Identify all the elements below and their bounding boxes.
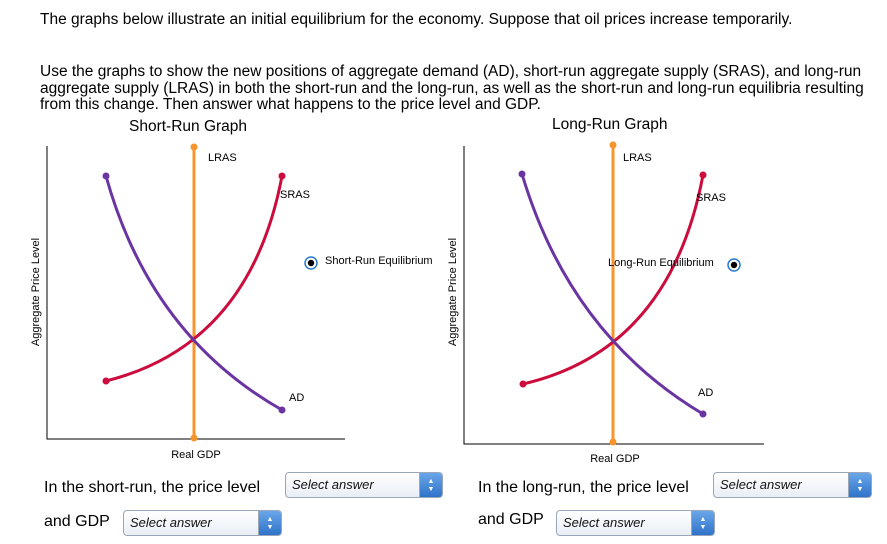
long-run-sras-curve[interactable] (522, 174, 705, 386)
long-run-ad-label: AD (698, 387, 713, 399)
short-run-ad-bottom-handle[interactable] (278, 406, 286, 414)
short-run-ad-label: AD (289, 392, 304, 404)
long-run-x-axis-label: Real GDP (590, 453, 640, 465)
short-run-lras-bottom-handle[interactable] (190, 434, 198, 442)
long-run-equilibrium-tool-label: Long-Run Equilibrium (608, 257, 714, 269)
short-run-equilibrium-tool[interactable]: Short-Run Equilibrium (304, 255, 433, 270)
long-run-gdp-prompt: and GDP (478, 511, 544, 528)
long-run-price-select[interactable]: Select answer ▲ ▼ (713, 472, 872, 498)
short-run-x-axis-label: Real GDP (171, 449, 221, 461)
long-run-ad-curve[interactable] (520, 173, 704, 416)
long-run-price-select-value: Select answer (720, 477, 802, 492)
long-run-ad-bottom-handle[interactable] (699, 410, 707, 418)
long-run-y-axis-label: Aggregate Price Level (447, 238, 459, 346)
long-run-lras-bottom-handle[interactable] (609, 438, 617, 446)
long-run-sras-bottom-handle[interactable] (519, 380, 527, 388)
long-run-axes (463, 146, 764, 445)
short-run-price-select[interactable]: Select answer ▲ ▼ (285, 472, 443, 498)
select-arrows-icon: ▲ ▼ (258, 511, 281, 535)
long-run-lras-top-handle[interactable] (609, 141, 617, 149)
long-run-gdp-select[interactable]: Select answer ▲ ▼ (556, 510, 715, 536)
instructions-text: Use the graphs to show the new positions… (40, 63, 864, 113)
short-run-equilibrium-tool-label: Short-Run Equilibrium (325, 255, 433, 267)
long-run-sras-top-handle[interactable] (699, 171, 707, 179)
short-run-sras-label: SRAS (280, 189, 310, 201)
long-run-ad-top-handle[interactable] (518, 170, 526, 178)
long-run-graph: Aggregate Price Level Real GDP LRAS SRAS… (447, 141, 764, 465)
short-run-price-select-value: Select answer (292, 477, 374, 492)
long-run-lras-label: LRAS (623, 152, 652, 164)
long-run-graph-title: Long-Run Graph (552, 116, 668, 133)
short-run-axes (46, 146, 345, 440)
short-run-gdp-select[interactable]: Select answer ▲ ▼ (123, 510, 282, 536)
short-run-price-prompt: In the short-run, the price level (44, 479, 261, 496)
short-run-ad-top-handle[interactable] (102, 172, 110, 180)
short-run-y-axis-label: Aggregate Price Level (30, 238, 42, 346)
long-run-price-prompt: In the long-run, the price level (478, 479, 689, 496)
short-run-gdp-prompt: and GDP (44, 513, 110, 530)
short-run-graph-title: Short-Run Graph (129, 118, 248, 135)
short-run-lras-label: LRAS (208, 152, 237, 164)
select-arrows-icon: ▲ ▼ (691, 511, 714, 535)
short-run-lras-top-handle[interactable] (190, 143, 198, 151)
short-run-graph: Aggregate Price Level Real GDP LRAS SRAS… (30, 143, 433, 461)
long-run-equilibrium-tool[interactable]: Long-Run Equilibrium (608, 257, 741, 272)
short-run-sras-top-handle[interactable] (278, 172, 286, 180)
long-run-sras-label: SRAS (696, 192, 726, 204)
intro-text: The graphs below illustrate an initial e… (40, 11, 793, 28)
short-run-sras-bottom-handle[interactable] (102, 377, 110, 385)
short-run-sras-curve[interactable] (105, 175, 284, 383)
select-arrows-icon: ▲ ▼ (848, 473, 871, 497)
short-run-gdp-select-value: Select answer (130, 515, 212, 530)
select-arrows-icon: ▲ ▼ (419, 473, 442, 497)
long-run-gdp-select-value: Select answer (563, 515, 645, 530)
short-run-ad-curve[interactable] (104, 175, 283, 412)
